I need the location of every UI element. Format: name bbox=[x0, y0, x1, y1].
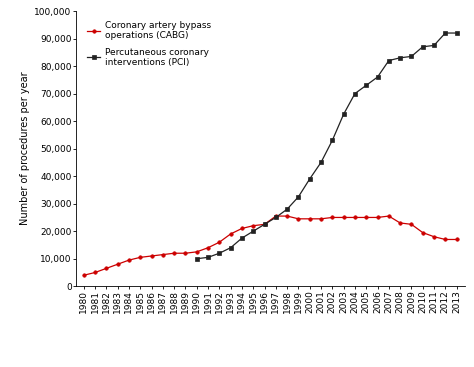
Percutaneous coronary
interventions (PCI) bbox=[217, 251, 222, 255]
Line: Percutaneous coronary
interventions (PCI): Percutaneous coronary interventions (PCI… bbox=[195, 31, 459, 261]
Percutaneous coronary
interventions (PCI) bbox=[431, 43, 437, 48]
Coronary artery bypass
operations (CABG) bbox=[442, 237, 448, 242]
Coronary artery bypass
operations (CABG) bbox=[262, 222, 267, 226]
Coronary artery bypass
operations (CABG) bbox=[137, 255, 143, 259]
Coronary artery bypass
operations (CABG) bbox=[329, 215, 335, 219]
Coronary artery bypass
operations (CABG) bbox=[115, 262, 120, 266]
Coronary artery bypass
operations (CABG) bbox=[273, 214, 279, 218]
Percutaneous coronary
interventions (PCI) bbox=[341, 112, 346, 116]
Coronary artery bypass
operations (CABG) bbox=[228, 232, 234, 236]
Coronary artery bypass
operations (CABG) bbox=[171, 251, 177, 255]
Coronary artery bypass
operations (CABG) bbox=[374, 215, 380, 219]
Percutaneous coronary
interventions (PCI) bbox=[296, 195, 301, 199]
Percutaneous coronary
interventions (PCI) bbox=[420, 45, 426, 49]
Coronary artery bypass
operations (CABG) bbox=[182, 251, 188, 255]
Coronary artery bypass
operations (CABG) bbox=[454, 237, 459, 242]
Coronary artery bypass
operations (CABG) bbox=[431, 235, 437, 239]
Percutaneous coronary
interventions (PCI) bbox=[318, 160, 324, 164]
Percutaneous coronary
interventions (PCI) bbox=[273, 215, 279, 219]
Percutaneous coronary
interventions (PCI) bbox=[397, 56, 403, 60]
Coronary artery bypass
operations (CABG) bbox=[250, 224, 256, 228]
Percutaneous coronary
interventions (PCI) bbox=[284, 207, 290, 211]
Coronary artery bypass
operations (CABG) bbox=[318, 217, 324, 221]
Coronary artery bypass
operations (CABG) bbox=[239, 226, 245, 231]
Percutaneous coronary
interventions (PCI) bbox=[386, 58, 392, 63]
Percutaneous coronary
interventions (PCI) bbox=[239, 236, 245, 240]
Coronary artery bypass
operations (CABG) bbox=[307, 217, 312, 221]
Coronary artery bypass
operations (CABG) bbox=[352, 215, 358, 219]
Percutaneous coronary
interventions (PCI) bbox=[329, 138, 335, 143]
Coronary artery bypass
operations (CABG) bbox=[420, 230, 426, 235]
Coronary artery bypass
operations (CABG) bbox=[194, 250, 200, 254]
Coronary artery bypass
operations (CABG) bbox=[386, 214, 392, 218]
Coronary artery bypass
operations (CABG) bbox=[81, 273, 87, 277]
Percutaneous coronary
interventions (PCI) bbox=[307, 177, 312, 181]
Coronary artery bypass
operations (CABG) bbox=[126, 258, 132, 262]
Percutaneous coronary
interventions (PCI) bbox=[442, 31, 448, 35]
Coronary artery bypass
operations (CABG) bbox=[205, 246, 211, 250]
Percutaneous coronary
interventions (PCI) bbox=[352, 91, 358, 96]
Coronary artery bypass
operations (CABG) bbox=[217, 240, 222, 244]
Percutaneous coronary
interventions (PCI) bbox=[250, 229, 256, 233]
Percutaneous coronary
interventions (PCI) bbox=[454, 31, 459, 35]
Legend: Coronary artery bypass
operations (CABG), Percutaneous coronary
interventions (P: Coronary artery bypass operations (CABG)… bbox=[84, 18, 214, 70]
Coronary artery bypass
operations (CABG) bbox=[364, 215, 369, 219]
Coronary artery bypass
operations (CABG) bbox=[103, 266, 109, 270]
Percutaneous coronary
interventions (PCI) bbox=[374, 75, 380, 79]
Percutaneous coronary
interventions (PCI) bbox=[194, 257, 200, 261]
Percutaneous coronary
interventions (PCI) bbox=[409, 54, 414, 59]
Coronary artery bypass
operations (CABG) bbox=[160, 252, 166, 257]
Y-axis label: Number of procedures per year: Number of procedures per year bbox=[20, 72, 30, 225]
Coronary artery bypass
operations (CABG) bbox=[92, 270, 98, 275]
Coronary artery bypass
operations (CABG) bbox=[296, 217, 301, 221]
Coronary artery bypass
operations (CABG) bbox=[409, 222, 414, 226]
Coronary artery bypass
operations (CABG) bbox=[397, 221, 403, 225]
Percutaneous coronary
interventions (PCI) bbox=[262, 222, 267, 226]
Coronary artery bypass
operations (CABG) bbox=[284, 214, 290, 218]
Percutaneous coronary
interventions (PCI) bbox=[364, 83, 369, 88]
Line: Coronary artery bypass
operations (CABG): Coronary artery bypass operations (CABG) bbox=[82, 214, 458, 277]
Percutaneous coronary
interventions (PCI) bbox=[228, 246, 234, 250]
Coronary artery bypass
operations (CABG) bbox=[149, 254, 155, 258]
Percutaneous coronary
interventions (PCI) bbox=[205, 255, 211, 259]
Coronary artery bypass
operations (CABG) bbox=[341, 215, 346, 219]
